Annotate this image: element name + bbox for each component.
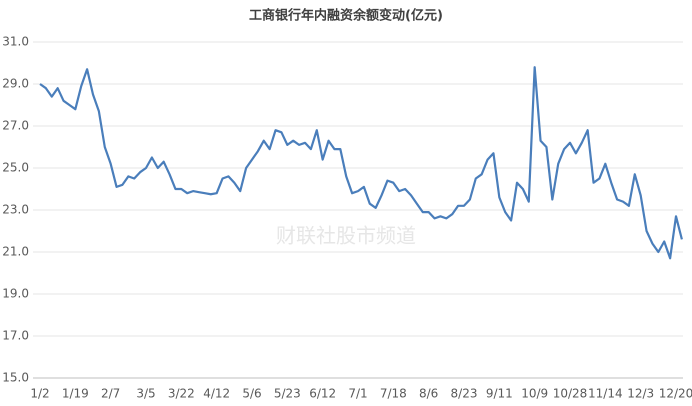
y-tick-label: 21.0 [2,245,29,259]
y-tick-label: 15.0 [2,371,29,385]
x-tick-label: 7/1 [348,387,367,401]
x-tick-label: 10/9 [521,387,548,401]
x-tick-label: 12/20 [659,387,692,401]
x-tick-label: 8/6 [419,387,438,401]
x-tick-label: 7/18 [380,387,407,401]
y-tick-label: 19.0 [2,287,29,301]
x-tick-label: 12/3 [627,387,654,401]
chart-title: 工商银行年内融资余额变动(亿元) [249,8,443,24]
x-tick-label: 9/11 [486,387,513,401]
y-tick-label: 31.0 [2,35,29,49]
y-tick-label: 17.0 [2,329,29,343]
x-tick-label: 4/12 [203,387,230,401]
x-tick-label: 3/5 [136,387,155,401]
y-tick-label: 25.0 [2,161,29,175]
x-tick-label: 8/23 [451,387,478,401]
y-tick-label: 27.0 [2,119,29,133]
data-line [39,66,683,260]
x-tick-label: 1/19 [62,387,89,401]
watermark: 财联社股市频道 [276,224,416,248]
x-tick-label: 5/23 [274,387,301,401]
x-tick-label: 1/2 [30,387,49,401]
x-tick-label: 10/28 [553,387,588,401]
x-tick-label: 3/22 [168,387,195,401]
x-tick-label: 2/7 [101,387,120,401]
x-tick-label: 11/14 [588,387,623,401]
y-tick-label: 23.0 [2,203,29,217]
x-tick-label: 6/12 [309,387,336,401]
x-tick-label: 5/6 [242,387,261,401]
y-tick-label: 29.0 [2,77,29,91]
